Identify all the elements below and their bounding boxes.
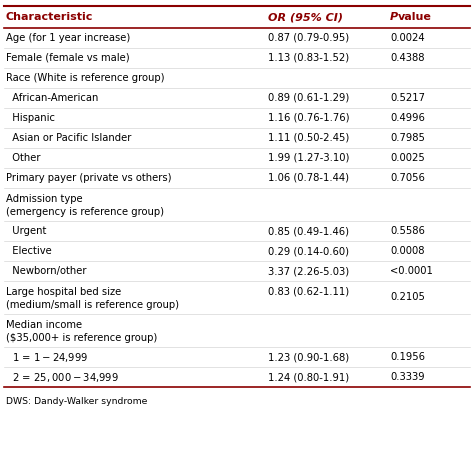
- Text: 0.85 (0.49-1.46): 0.85 (0.49-1.46): [268, 226, 349, 236]
- Text: 1.99 (1.27-3.10): 1.99 (1.27-3.10): [268, 153, 349, 163]
- Text: Asian or Pacific Islander: Asian or Pacific Islander: [6, 133, 131, 143]
- Text: 0.2105: 0.2105: [390, 292, 425, 302]
- Text: Large hospital bed size: Large hospital bed size: [6, 287, 121, 297]
- Text: Primary payer (private vs others): Primary payer (private vs others): [6, 173, 172, 183]
- Text: 0.87 (0.79-0.95): 0.87 (0.79-0.95): [268, 33, 349, 43]
- Text: Admission type: Admission type: [6, 194, 82, 204]
- Text: 0.3339: 0.3339: [390, 372, 425, 382]
- Text: 1.13 (0.83-1.52): 1.13 (0.83-1.52): [268, 53, 349, 63]
- Text: African-American: African-American: [6, 93, 99, 103]
- Text: 0.1956: 0.1956: [390, 352, 425, 362]
- Text: 1.16 (0.76-1.76): 1.16 (0.76-1.76): [268, 113, 349, 123]
- Text: P: P: [390, 12, 398, 22]
- Text: 0.0025: 0.0025: [390, 153, 425, 163]
- Text: <0.0001: <0.0001: [390, 266, 433, 276]
- Text: 0.7985: 0.7985: [390, 133, 425, 143]
- Text: 0.5217: 0.5217: [390, 93, 425, 103]
- Text: value: value: [398, 12, 432, 22]
- Text: 0.4996: 0.4996: [390, 113, 425, 123]
- Text: Newborn/other: Newborn/other: [6, 266, 86, 276]
- Text: (emergency is reference group): (emergency is reference group): [6, 207, 164, 217]
- Text: Age (for 1 year increase): Age (for 1 year increase): [6, 33, 130, 43]
- Text: 1 = $1-$24,999: 1 = $1-$24,999: [6, 350, 88, 364]
- Text: 0.0024: 0.0024: [390, 33, 425, 43]
- Text: 0.29 (0.14-0.60): 0.29 (0.14-0.60): [268, 246, 349, 256]
- Text: OR (95% CI): OR (95% CI): [268, 12, 343, 22]
- Text: 1.23 (0.90-1.68): 1.23 (0.90-1.68): [268, 352, 349, 362]
- Text: 3.37 (2.26-5.03): 3.37 (2.26-5.03): [268, 266, 349, 276]
- Text: 2 = $25,000-$34,999: 2 = $25,000-$34,999: [6, 370, 119, 384]
- Text: 1.24 (0.80-1.91): 1.24 (0.80-1.91): [268, 372, 349, 382]
- Text: (medium/small is reference group): (medium/small is reference group): [6, 300, 179, 310]
- Text: 0.4388: 0.4388: [390, 53, 425, 63]
- Text: 1.11 (0.50-2.45): 1.11 (0.50-2.45): [268, 133, 349, 143]
- Text: Other: Other: [6, 153, 40, 163]
- Text: Characteristic: Characteristic: [6, 12, 93, 22]
- Text: Female (female vs male): Female (female vs male): [6, 53, 129, 63]
- Text: 0.0008: 0.0008: [390, 246, 425, 256]
- Text: Median income: Median income: [6, 320, 82, 330]
- Text: Urgent: Urgent: [6, 226, 46, 236]
- Text: 0.83 (0.62-1.11): 0.83 (0.62-1.11): [268, 287, 349, 297]
- Text: 0.7056: 0.7056: [390, 173, 425, 183]
- Text: ($35,000+ is reference group): ($35,000+ is reference group): [6, 333, 157, 343]
- Text: Race (White is reference group): Race (White is reference group): [6, 73, 164, 83]
- Text: DWS: Dandy-Walker syndrome: DWS: Dandy-Walker syndrome: [6, 397, 147, 406]
- Text: 0.89 (0.61-1.29): 0.89 (0.61-1.29): [268, 93, 349, 103]
- Text: Elective: Elective: [6, 246, 52, 256]
- Text: 1.06 (0.78-1.44): 1.06 (0.78-1.44): [268, 173, 349, 183]
- Text: 0.5586: 0.5586: [390, 226, 425, 236]
- Text: Hispanic: Hispanic: [6, 113, 55, 123]
